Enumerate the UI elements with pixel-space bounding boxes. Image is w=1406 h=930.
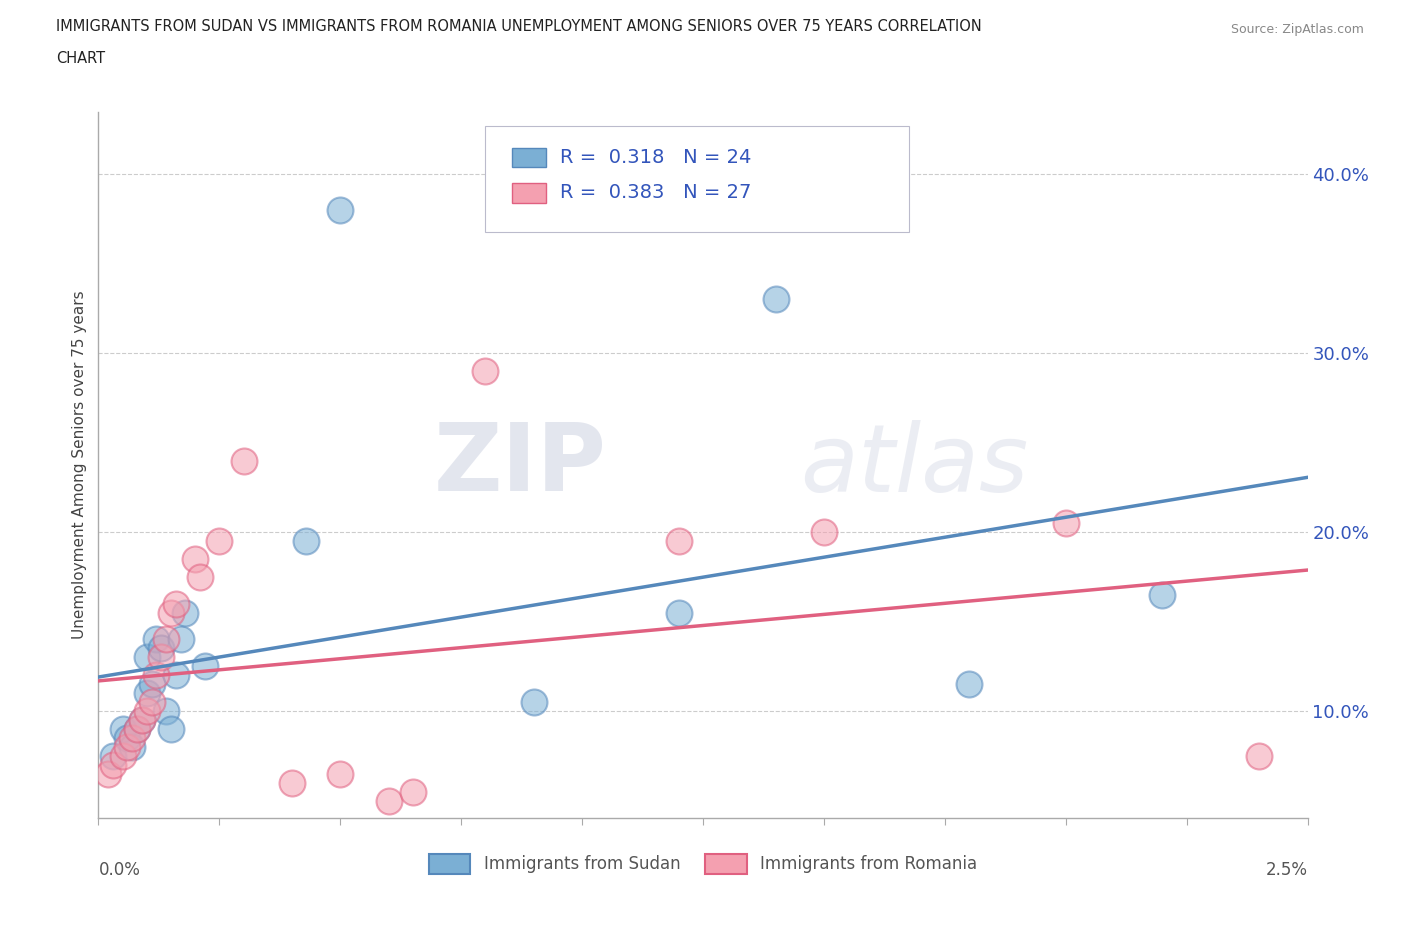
Point [668,605,690,620]
Point [135,704,157,719]
Point [111,722,134,737]
Text: 2.5%: 2.5% [1265,861,1308,879]
Point [97,766,120,781]
Point [121,739,143,754]
Point [232,453,254,468]
Point [174,605,197,620]
Point [111,749,134,764]
FancyBboxPatch shape [485,126,908,232]
Point [127,722,149,737]
Point [188,569,211,584]
Point [208,534,231,549]
Text: IMMIGRANTS FROM SUDAN VS IMMIGRANTS FROM ROMANIA UNEMPLOYMENT AMONG SENIORS OVER: IMMIGRANTS FROM SUDAN VS IMMIGRANTS FROM… [56,19,981,33]
Point [1249,749,1271,764]
Text: CHART: CHART [56,51,105,66]
Point [121,730,143,745]
Point [329,766,352,781]
Text: atlas: atlas [800,419,1028,511]
Point [165,596,187,611]
Point [155,632,177,647]
Point [145,632,167,647]
Bar [512,183,546,203]
Point [295,534,318,549]
Point [329,203,352,218]
Point [160,605,183,620]
Point [668,534,690,549]
Point [135,685,157,700]
Point [160,722,183,737]
Text: Source: ZipAtlas.com: Source: ZipAtlas.com [1230,23,1364,36]
Legend: Immigrants from Sudan, Immigrants from Romania: Immigrants from Sudan, Immigrants from R… [422,847,984,881]
Point [150,650,173,665]
Point [402,784,425,799]
Point [135,650,157,665]
Point [131,712,153,727]
Point [169,632,191,647]
Point [474,364,496,379]
Point [150,641,173,656]
Point [145,668,167,683]
Text: ZIP: ZIP [433,419,606,511]
Point [281,776,304,790]
Point [127,722,149,737]
Text: 0.0%: 0.0% [98,861,141,879]
Point [1152,587,1174,602]
Point [131,712,153,727]
Point [1054,516,1077,531]
Point [117,739,139,754]
Point [957,677,980,692]
Y-axis label: Unemployment Among Seniors over 75 years: Unemployment Among Seniors over 75 years [72,291,87,639]
Bar [512,148,546,167]
Text: R =  0.383   N = 27: R = 0.383 N = 27 [561,183,752,203]
Point [813,525,835,539]
Point [194,658,217,673]
Point [117,730,139,745]
Point [155,704,177,719]
Point [101,749,124,764]
Point [184,551,207,566]
Point [765,292,787,307]
Point [377,793,399,808]
Point [165,668,187,683]
Text: R =  0.318   N = 24: R = 0.318 N = 24 [561,148,752,167]
Point [141,695,163,710]
Point [523,695,546,710]
Point [101,757,124,772]
Point [141,677,163,692]
